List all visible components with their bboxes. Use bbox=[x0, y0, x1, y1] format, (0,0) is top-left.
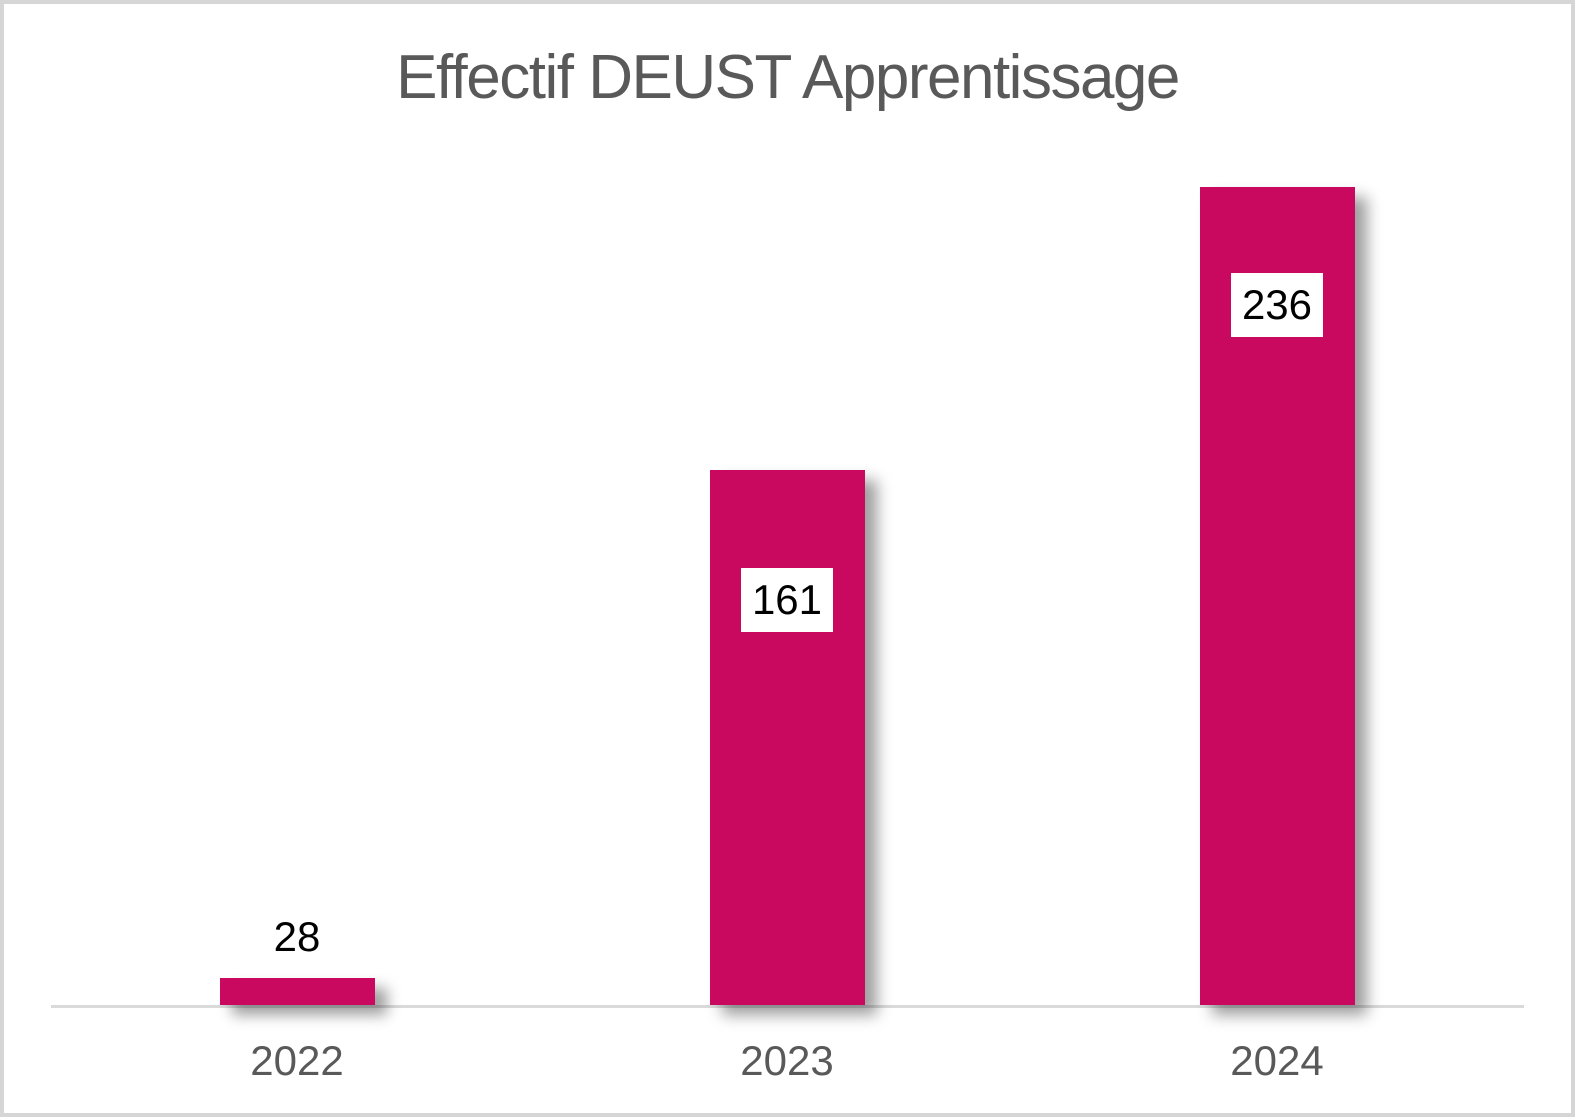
value-label-2022: 28 bbox=[273, 913, 321, 960]
chart-title: Effectif DEUST Apprentissage bbox=[396, 43, 1180, 112]
x-axis-line bbox=[51, 1005, 1524, 1008]
value-label-2024: 236 bbox=[1231, 273, 1323, 337]
value-label-2023: 161 bbox=[741, 568, 833, 632]
bar-2023 bbox=[709, 470, 865, 1005]
x-axis-label-2024: 2024 bbox=[1230, 1037, 1324, 1084]
x-axis-label-2023: 2023 bbox=[740, 1037, 834, 1084]
bar-2022 bbox=[219, 978, 375, 1005]
x-axis-label-2022: 2022 bbox=[250, 1037, 344, 1084]
